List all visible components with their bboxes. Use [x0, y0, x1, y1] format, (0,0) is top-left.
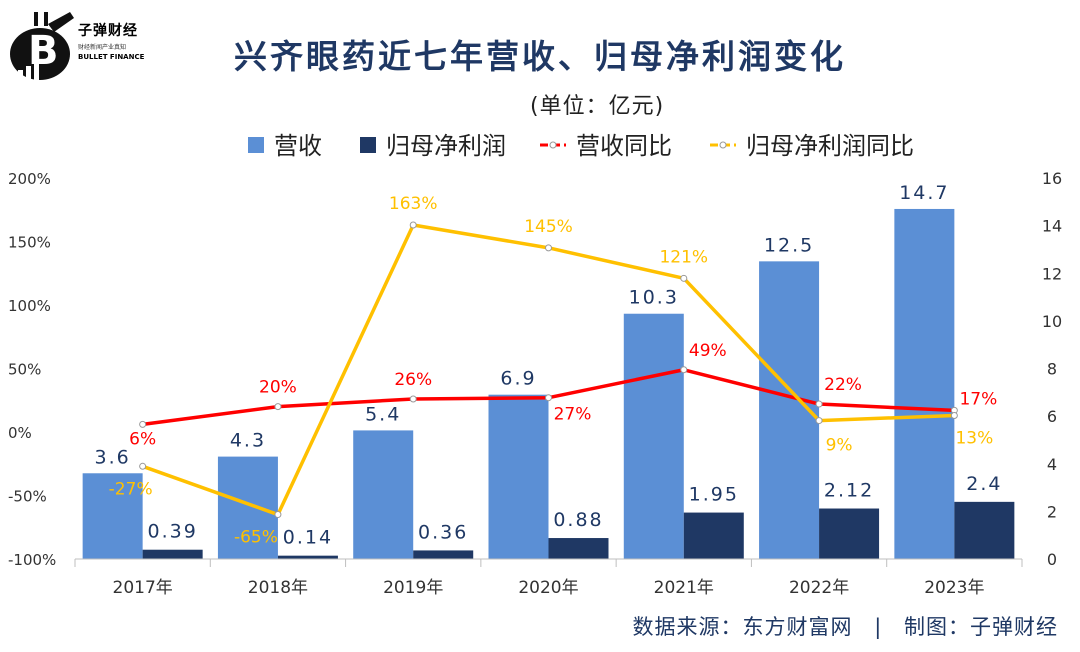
y-right-tick-label: 2 — [1047, 502, 1057, 521]
profit-data-label: 2.4 — [966, 473, 1002, 495]
revenue-yoy-line-point — [815, 400, 823, 408]
revenue-data-label: 14.7 — [899, 182, 949, 204]
y-right-tick-label: 8 — [1047, 360, 1057, 379]
revenue-data-label: 5.4 — [365, 403, 401, 425]
profit-yoy-label: -27% — [109, 479, 153, 499]
profit-yoy-line-point — [545, 244, 552, 252]
revenue-data-label: 12.5 — [764, 234, 814, 256]
revenue-yoy-line-point — [274, 403, 282, 411]
profit-bar — [142, 549, 203, 559]
revenue-bar — [217, 456, 278, 559]
footer-separator: | — [874, 615, 883, 639]
logo-name: 子弹财经 — [78, 23, 138, 39]
revenue-yoy-label: 20% — [259, 378, 297, 398]
profit-bar — [548, 538, 609, 559]
y-right-tick-label: 16 — [1042, 169, 1062, 188]
profit-yoy-line-point — [680, 274, 688, 282]
y-left-tick-label: 200% — [8, 170, 51, 188]
profit-data-label: 0.36 — [418, 521, 468, 543]
unit-label: (单位：亿元) — [530, 94, 665, 119]
revenue-data-label: 4.3 — [230, 430, 266, 452]
x-tick-label: 2021年 — [654, 578, 714, 598]
x-tick-label: 2019年 — [383, 578, 443, 598]
y-left-tick-label: 150% — [8, 234, 51, 252]
profit-bar — [819, 508, 880, 559]
profit-yoy-line-point — [139, 462, 147, 470]
profit-data-label: 2.12 — [824, 480, 874, 502]
revenue-bar — [488, 394, 549, 559]
profit-yoy-label: 121% — [659, 247, 708, 267]
revenue-data-label: 3.6 — [95, 446, 131, 468]
legend-label: 营收 — [274, 132, 322, 160]
logo-english: BULLET FINANCE — [78, 53, 145, 61]
profit-bar — [683, 512, 744, 559]
y-right-tick-label: 4 — [1047, 455, 1057, 474]
svg-text:B: B — [28, 28, 59, 74]
profit-yoy-line-point — [274, 511, 282, 519]
revenue-bar — [353, 430, 414, 559]
profit-yoy-line-point — [950, 411, 958, 419]
legend-marker — [719, 141, 727, 149]
legend-swatch — [248, 137, 264, 153]
y-left-tick-label: -50% — [8, 488, 47, 506]
y-left-tick-label: 50% — [8, 361, 41, 379]
y-left-tick-label: 0% — [8, 424, 32, 442]
revenue-yoy-label: 22% — [824, 375, 862, 395]
bitcoin-bullet-icon: B — [10, 12, 74, 80]
source-note: 数据来源：东方财富网 — [632, 615, 853, 639]
legend-label: 归母净利润同比 — [746, 132, 914, 160]
revenue-yoy-label: 26% — [394, 370, 432, 390]
revenue-yoy-line-point — [680, 366, 688, 374]
profit-data-label: 0.39 — [147, 521, 197, 543]
x-tick-label: 2023年 — [924, 578, 984, 598]
revenue-yoy-label: 6% — [129, 429, 156, 449]
revenue-data-label: 6.9 — [500, 368, 536, 390]
y-right-tick-label: 10 — [1042, 312, 1062, 331]
profit-bar — [413, 550, 474, 559]
y-left-tick-label: -100% — [8, 551, 56, 569]
legend-label: 营收同比 — [576, 132, 672, 160]
legend-swatch — [360, 137, 376, 153]
revenue-bar — [623, 313, 684, 559]
footer: 数据来源：东方财富网 | 制图：子弹财经 — [633, 611, 1058, 641]
profit-data-label: 0.88 — [553, 509, 603, 531]
logo-tagline: 财经新闻产业真知 — [78, 44, 127, 51]
profit-yoy-label: 145% — [524, 217, 573, 237]
x-tick-label: 2022年 — [789, 578, 849, 598]
brand-logo: B 子弹财经 财经新闻产业真知 BULLET FINANCE — [8, 6, 158, 86]
profit-bar — [954, 501, 1015, 559]
chart-title: 兴齐眼药近七年营收、归母净利润变化 — [234, 37, 846, 76]
x-tick-label: 2020年 — [518, 578, 578, 598]
y-right-tick-label: 0 — [1047, 550, 1057, 569]
revenue-yoy-label: 17% — [959, 389, 997, 409]
credit-note: 制图：子弹财经 — [904, 615, 1058, 639]
legend-label: 归母净利润 — [386, 132, 506, 160]
legend-marker — [549, 141, 557, 149]
x-tick-label: 2017年 — [113, 578, 173, 598]
profit-data-label: 1.95 — [689, 484, 739, 506]
profit-yoy-label: 163% — [389, 194, 438, 214]
x-tick-label: 2018年 — [248, 578, 308, 598]
revenue-bar — [894, 208, 955, 560]
profit-data-label: 0.14 — [283, 527, 333, 549]
y-right-tick-label: 14 — [1042, 217, 1062, 236]
y-right-tick-label: 12 — [1042, 264, 1062, 283]
revenue-yoy-line-point — [545, 394, 552, 402]
profit-yoy-label: -65% — [234, 528, 278, 548]
profit-yoy-label: 13% — [955, 428, 993, 448]
y-right-tick-label: 6 — [1047, 407, 1057, 426]
y-left-tick-label: 100% — [8, 297, 51, 315]
revenue-yoy-label: 27% — [554, 405, 592, 425]
revenue-yoy-line-point — [409, 395, 417, 403]
revenue-bar — [82, 473, 143, 559]
revenue-yoy-line-point — [139, 420, 147, 428]
profit-yoy-line-point — [815, 417, 823, 425]
revenue-yoy-label: 49% — [689, 341, 727, 361]
profit-yoy-line-point — [409, 221, 417, 229]
revenue-data-label: 10.3 — [629, 287, 679, 309]
profit-bar — [277, 555, 338, 559]
profit-yoy-label: 9% — [826, 436, 853, 456]
